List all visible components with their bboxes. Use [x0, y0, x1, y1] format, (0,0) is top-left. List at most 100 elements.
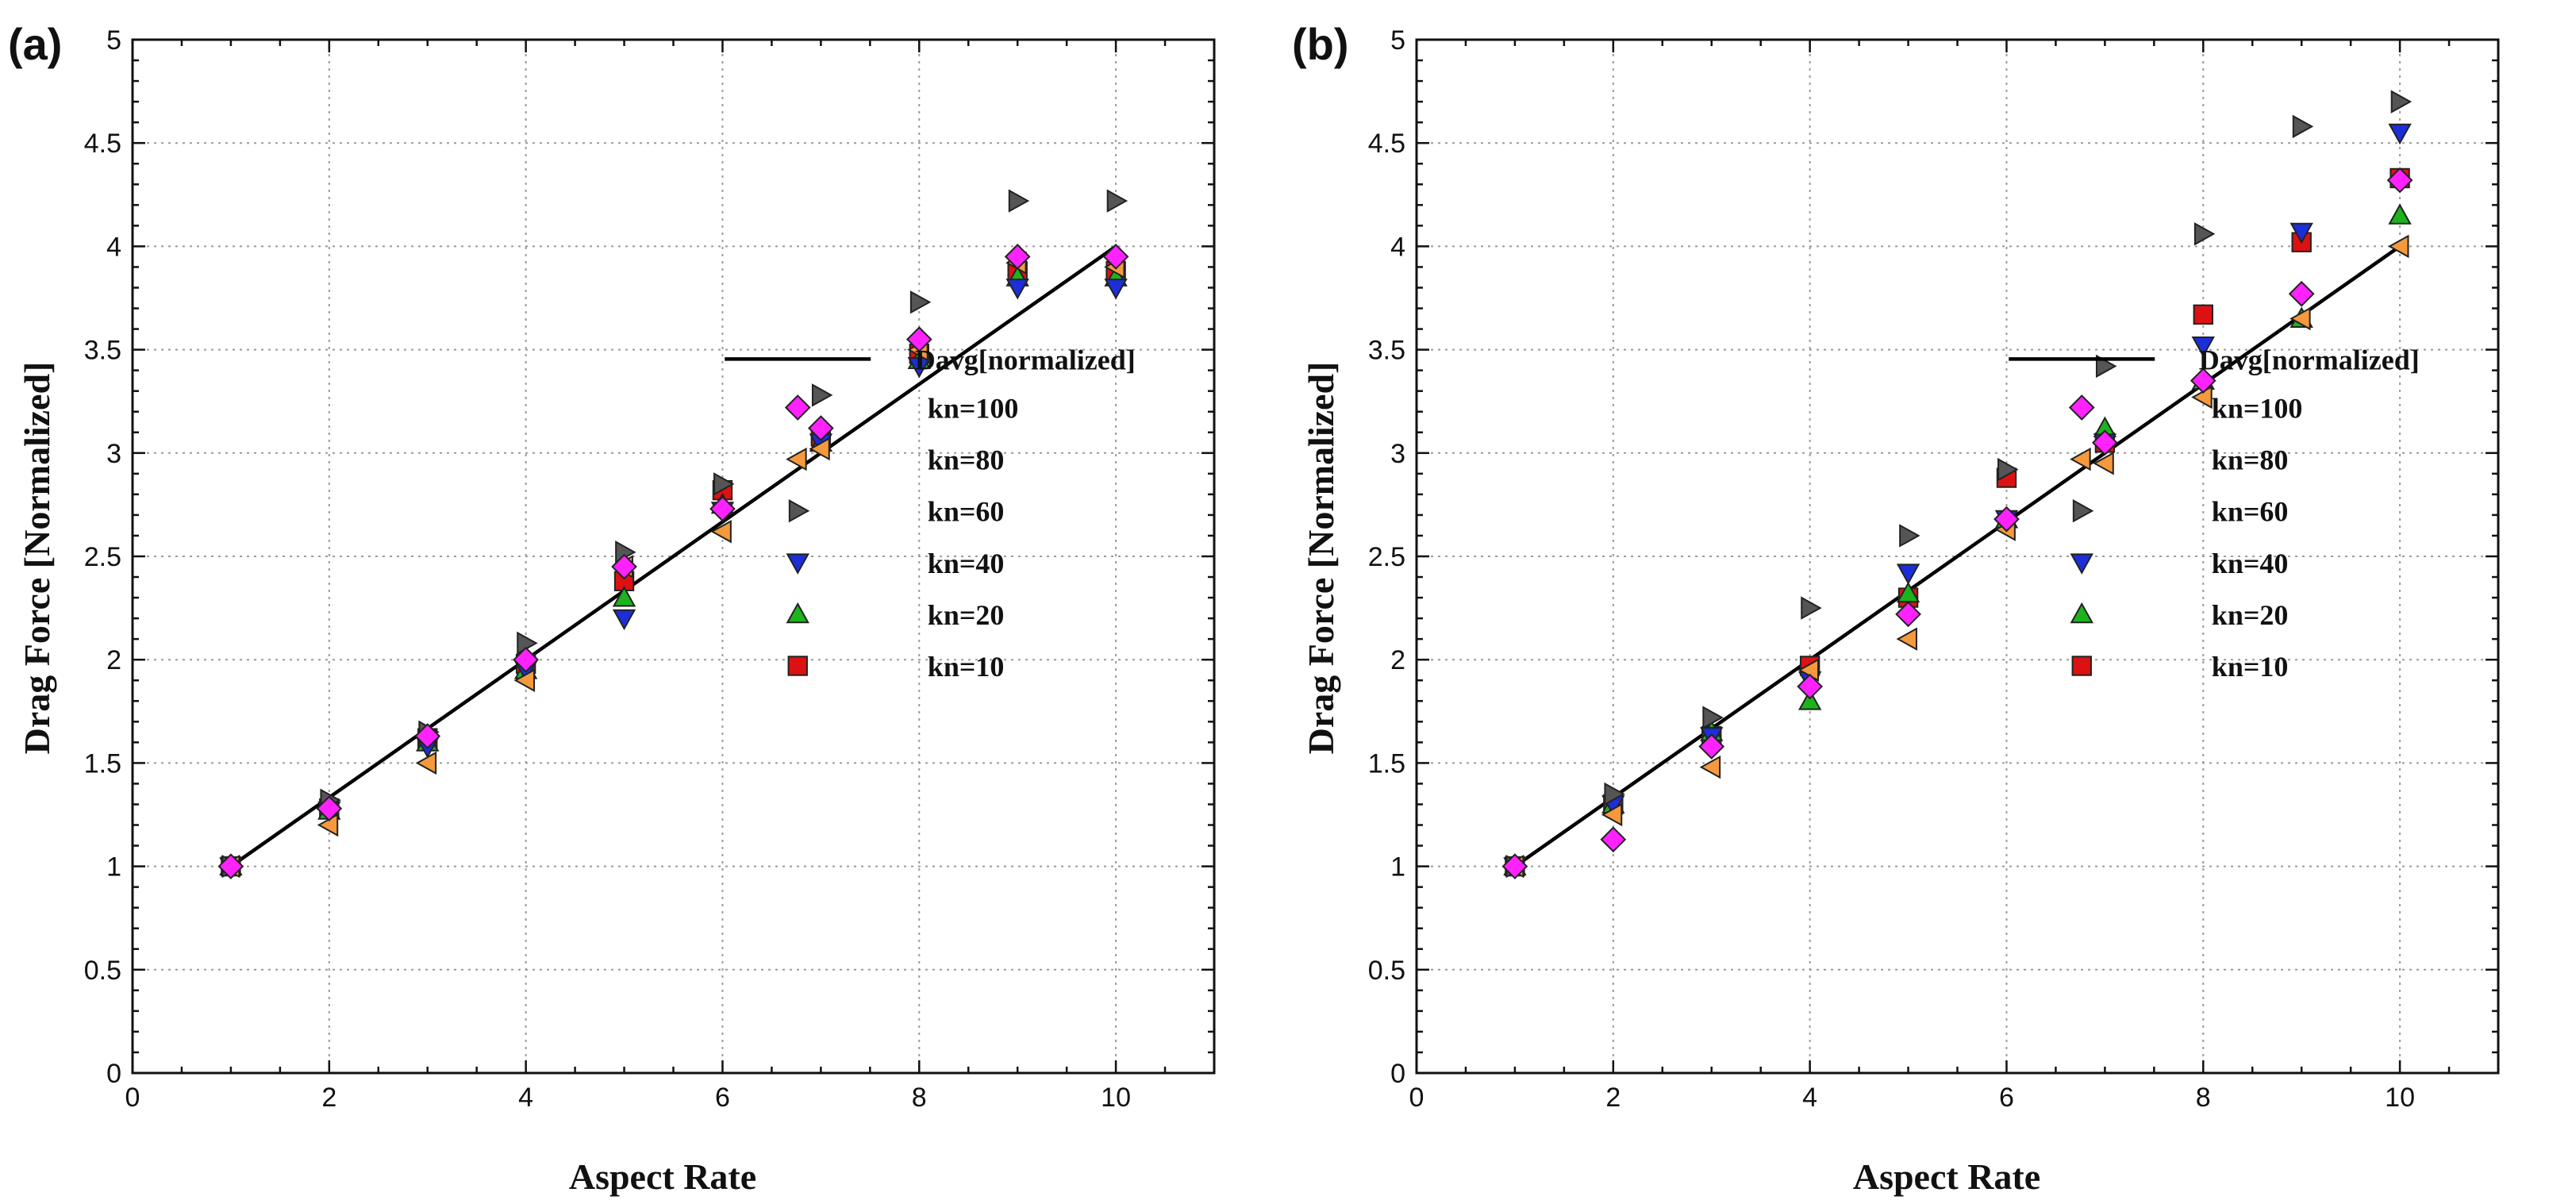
- data-point: [2388, 203, 2412, 225]
- y-tick-label: 0: [106, 1059, 121, 1089]
- x-tick-label: 10: [1101, 1083, 1131, 1113]
- data-point: [217, 853, 244, 879]
- x-tick-label: 4: [1802, 1083, 1817, 1113]
- legend-b: kn=10 kn=20 kn=40 kn=60 kn=80 kn=100 Davg[norm…: [2009, 344, 2420, 683]
- data-point: [1896, 563, 1920, 585]
- y-tick-label: 3: [106, 439, 121, 469]
- x-tick-label: 2: [321, 1083, 336, 1113]
- legend-label: kn=20: [928, 599, 1005, 631]
- data-point: [1004, 244, 1031, 270]
- legend-label: kn=60: [2212, 496, 2289, 528]
- data-point: [710, 520, 732, 544]
- data-point: [905, 326, 932, 352]
- legend-label: kn=40: [928, 548, 1005, 579]
- data-point: [513, 646, 540, 673]
- data-point: [1895, 601, 1921, 628]
- y-tick-label: 2: [1390, 645, 1405, 675]
- legend-marker: [786, 602, 809, 624]
- data-point: [316, 795, 343, 822]
- legend-label: kn=100: [2212, 393, 2303, 425]
- data-point: [1106, 189, 1128, 213]
- data-point: [713, 472, 735, 496]
- data-point: [2093, 452, 2114, 475]
- legend-label: kn=80: [2212, 444, 2289, 476]
- x-tick-label: 10: [2385, 1083, 2415, 1113]
- series-kn-20: [1503, 203, 2412, 875]
- y-tick-label: 4: [106, 232, 121, 262]
- x-tick-label: 4: [518, 1083, 533, 1113]
- data-point: [1699, 755, 1721, 779]
- data-point: [2193, 304, 2213, 325]
- x-tick-label: 8: [2196, 1083, 2211, 1113]
- data-point: [2191, 336, 2215, 358]
- data-point: [1899, 524, 1920, 548]
- data-point: [415, 751, 437, 775]
- y-tick-label: 1: [106, 852, 121, 883]
- data-point: [1997, 457, 2019, 482]
- data-point: [809, 437, 830, 461]
- data-point: [1102, 244, 1129, 270]
- data-point: [2388, 234, 2409, 259]
- data-point: [2190, 367, 2217, 394]
- data-point: [1005, 279, 1029, 300]
- panel-a: (a) Aspect Rate Drag Force [Normalized] …: [8, 19, 1216, 1197]
- legend-marker: [787, 656, 808, 676]
- legend-marker: [788, 499, 810, 523]
- data-point: [2091, 429, 2118, 456]
- panel-b: (b) Aspect Rate Drag Force [Normalized] …: [1292, 19, 2500, 1197]
- y-tick-label: 3.5: [1368, 336, 1405, 366]
- legend-label: kn=60: [928, 496, 1005, 528]
- legend-marker: [2070, 602, 2093, 624]
- y-tick-label: 4.5: [84, 129, 121, 159]
- data-point: [807, 415, 834, 441]
- data-point: [1501, 853, 1528, 879]
- legend-marker: [2070, 447, 2091, 471]
- data-point: [1994, 506, 2020, 533]
- panel-label-a: (a): [8, 19, 62, 69]
- data-point: [907, 357, 931, 379]
- y-tick-label: 0.5: [84, 956, 121, 986]
- data-point: [1797, 689, 1822, 710]
- legend-marker: [784, 394, 811, 421]
- data-point: [1698, 733, 1725, 760]
- series-kn-60: [221, 189, 1128, 879]
- panel-label-b: (b): [1292, 19, 1349, 69]
- data-point: [2193, 222, 2216, 246]
- data-point: [513, 668, 536, 692]
- series-kn-60: [1505, 90, 2413, 879]
- data-point: [1600, 826, 1627, 853]
- davg-fit-line: [1513, 244, 2401, 868]
- davg-fit-line: [229, 244, 1117, 868]
- data-point: [1797, 673, 1824, 700]
- legend-marker: [2070, 553, 2093, 575]
- y-tick-label: 5: [106, 25, 121, 56]
- series-kn-100: [1501, 167, 2413, 879]
- data-point: [611, 553, 637, 580]
- data-point: [1896, 627, 1917, 651]
- data-point: [2292, 114, 2314, 139]
- legend-label: kn=100: [928, 393, 1019, 425]
- x-tick-label: 0: [125, 1083, 140, 1113]
- data-point: [2288, 280, 2315, 307]
- data-point: [811, 383, 833, 407]
- data-point: [1601, 802, 1623, 827]
- x-tick-label: 0: [1409, 1083, 1424, 1113]
- data-point: [2290, 306, 2311, 331]
- x-tick-label: 6: [715, 1083, 730, 1113]
- data-point: [2386, 167, 2413, 194]
- legend-label: kn=80: [928, 444, 1005, 476]
- data-point: [909, 290, 932, 314]
- y-tick-label: 0.5: [1368, 956, 1405, 986]
- data-point: [709, 495, 736, 522]
- y-tick-label: 2.5: [1368, 542, 1405, 572]
- legend-marker: [2068, 394, 2095, 421]
- legend-marker: [786, 447, 807, 471]
- legend-a: kn=10 kn=20 kn=40 kn=60 kn=80 kn=100 Davg[norm…: [725, 344, 1136, 683]
- x-tick-label: 2: [1605, 1083, 1621, 1113]
- data-point: [1104, 279, 1128, 300]
- y-tick-label: 1: [1390, 852, 1405, 883]
- legend-label: Davg[normalized]: [915, 344, 1136, 375]
- data-point: [612, 586, 636, 607]
- y-tick-label: 5: [1390, 25, 1405, 56]
